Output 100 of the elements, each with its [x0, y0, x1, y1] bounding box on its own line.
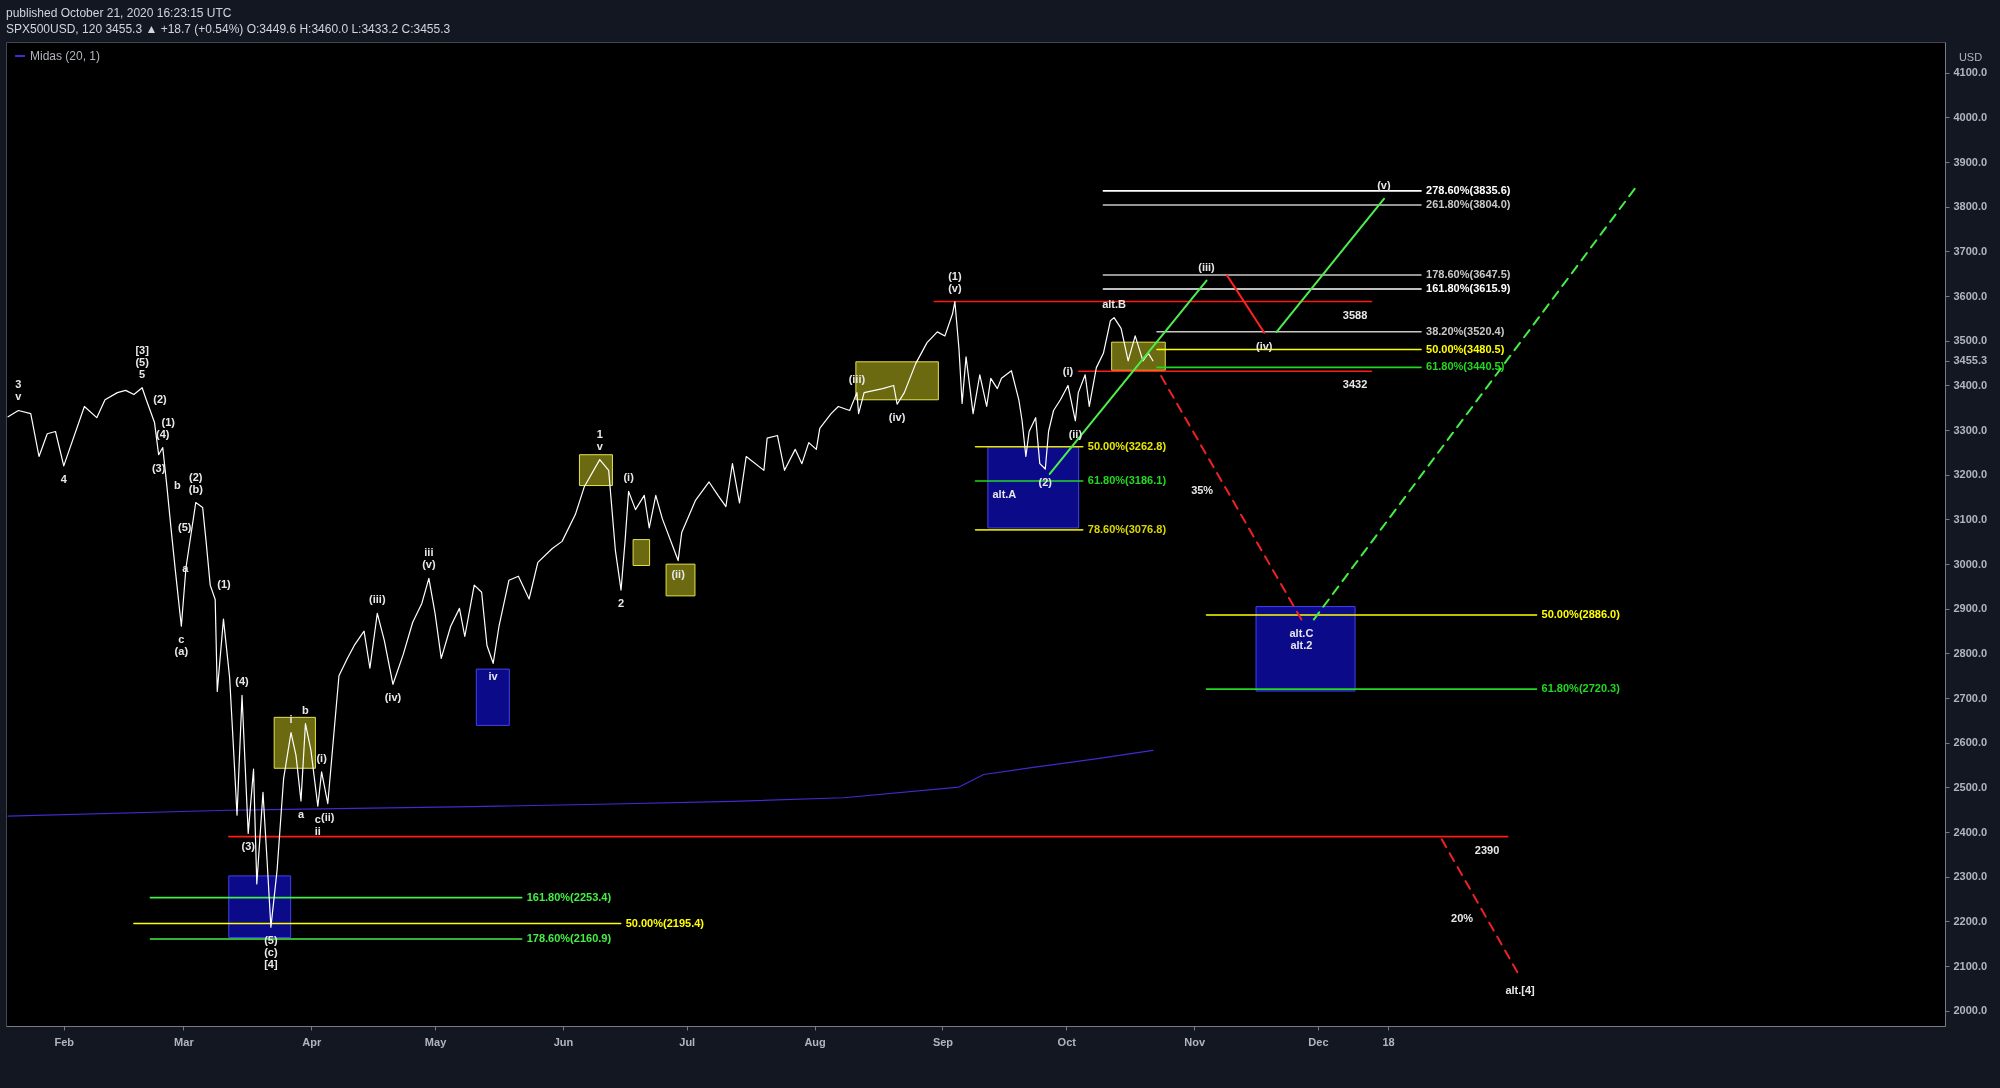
y-tick-label: 4000.0 [1953, 110, 1988, 123]
series-label: 161.80%(2253.4) [526, 890, 612, 903]
annotation: (c) [264, 946, 278, 959]
annotation: (3) [151, 461, 166, 474]
y-tick-label: 3300.0 [1953, 423, 1988, 436]
annotation: (iii) [369, 593, 386, 606]
annotation: alt.[4] [1505, 983, 1536, 996]
annotation: v [596, 439, 604, 452]
annotation: b [173, 479, 181, 492]
annotation: (iii) [848, 372, 866, 385]
series-label: 78.60%(3076.8) [1087, 522, 1167, 535]
annotation: (1) [161, 415, 176, 428]
y-tick-label: 3200.0 [1953, 468, 1988, 481]
annotation: (ii) [321, 810, 335, 823]
annotation: (4) [235, 675, 250, 688]
chart-subtitle: SPX500USD, 120 3455.3 ▲ +18.7 (+0.54%) O:3449.6 H:3460.0 L:3433.2 C:3455.3 [6, 22, 451, 36]
y-tick-label: 2300.0 [1953, 870, 1988, 883]
annotation: 2 [617, 597, 625, 610]
y-tick-label: 2100.0 [1953, 959, 1988, 972]
x-tick-label: Oct [1057, 1035, 1077, 1048]
annotation: (v) [1377, 178, 1391, 191]
annotation: 3432 [1342, 378, 1368, 391]
y-tick-label: 3400.0 [1953, 378, 1988, 391]
annotation: ii [314, 825, 321, 838]
y-axis-title: USD [1958, 50, 1983, 63]
x-tick-label: Sep [932, 1035, 954, 1048]
series-label: 61.80%(3440.5) [1426, 360, 1505, 373]
y-tick-label: 2800.0 [1953, 646, 1988, 659]
y-tick-label: 2000.0 [1953, 1004, 1988, 1017]
annotation: 3 [15, 378, 22, 391]
series-label: 38.20%(3520.4) [1426, 324, 1505, 337]
y-tick-label: 4100.0 [1953, 66, 1988, 79]
annotation: (3) [241, 840, 256, 853]
series-label: 178.60%(3647.5) [1426, 267, 1511, 280]
legend-label: Midas (20, 1) [30, 49, 101, 63]
annotation: alt.C [1289, 626, 1314, 639]
y-tick-label: 2500.0 [1953, 780, 1988, 793]
annotation: (5) [135, 355, 150, 368]
annotation: i [289, 712, 293, 725]
y-tick-label: 3900.0 [1953, 155, 1988, 168]
annotation: (ii) [1068, 427, 1083, 440]
annotation: (iv) [384, 691, 402, 704]
annotation: (i) [1062, 365, 1074, 378]
annotation: (iv) [888, 411, 906, 424]
annotation: (ii) [671, 567, 686, 580]
y-tick-label: 3500.0 [1953, 334, 1988, 347]
annotation: (b) [188, 482, 204, 495]
series-label: 261.80%(3804.0) [1426, 198, 1511, 211]
annotation: 20% [1451, 911, 1474, 924]
annotation: (a) [174, 645, 189, 658]
annotation: (v) [422, 558, 436, 571]
annotation: a [297, 807, 305, 820]
annotation: (v) [948, 281, 962, 294]
x-tick-label: 18 [1382, 1035, 1395, 1048]
y-tick-label: 3800.0 [1953, 200, 1988, 213]
annotation: 35% [1191, 483, 1214, 496]
y-tick-label: 3000.0 [1953, 557, 1988, 570]
annotation: 2390 [1474, 843, 1500, 856]
annotation: (iii) [1198, 260, 1216, 273]
x-tick-label: Apr [302, 1035, 322, 1048]
annotation: (1) [217, 578, 231, 591]
y-tick-label: 2900.0 [1953, 602, 1988, 615]
annotation: (2) [153, 392, 168, 405]
y-tick-label: 3455.3 [1953, 354, 1988, 367]
y-tick-label: 2400.0 [1953, 825, 1988, 838]
annotation: iv [488, 670, 499, 683]
annotation: (i) [316, 751, 328, 764]
x-tick-label: Jun [553, 1035, 574, 1048]
series-label: 161.80%(3615.9) [1426, 282, 1511, 295]
annotation: v [15, 390, 23, 403]
x-tick-label: Nov [1184, 1035, 1206, 1048]
series-label: 50.00%(3480.5) [1426, 342, 1505, 355]
series-label: 50.00%(2886.0) [1541, 608, 1621, 621]
x-tick-label: May [424, 1035, 448, 1048]
y-tick-label: 2200.0 [1953, 914, 1988, 927]
annotation: 3588 [1342, 308, 1368, 321]
x-tick-label: Mar [174, 1035, 195, 1048]
annotation: (5) [178, 521, 192, 534]
annotation: (iv) [1256, 339, 1273, 352]
annotation: iii [424, 546, 434, 559]
y-tick-label: 2700.0 [1953, 691, 1988, 704]
annotation: (2) [189, 470, 203, 483]
y-tick-label: 3600.0 [1953, 289, 1988, 302]
x-tick-label: Jul [679, 1035, 696, 1048]
x-tick-label: Feb [54, 1035, 75, 1048]
series-label: 50.00%(2195.4) [625, 916, 705, 929]
series-label: 278.60%(3835.6) [1426, 183, 1511, 196]
annotation: alt.2 [1290, 638, 1313, 651]
series-label: 50.00%(3262.8) [1087, 439, 1167, 452]
annotation: (4) [156, 427, 170, 440]
annotation: (i) [623, 471, 635, 484]
y-tick-label: 3700.0 [1953, 244, 1988, 257]
annotation: c [178, 633, 185, 646]
annotation: [4] [264, 958, 278, 971]
series-label: 61.80%(3186.1) [1087, 474, 1167, 487]
annotation: 1 [596, 427, 603, 440]
annotation: 4 [60, 472, 68, 485]
annotation: 5 [139, 367, 146, 380]
series-label: 178.60%(2160.9) [526, 931, 612, 944]
annotation: b [302, 703, 310, 716]
